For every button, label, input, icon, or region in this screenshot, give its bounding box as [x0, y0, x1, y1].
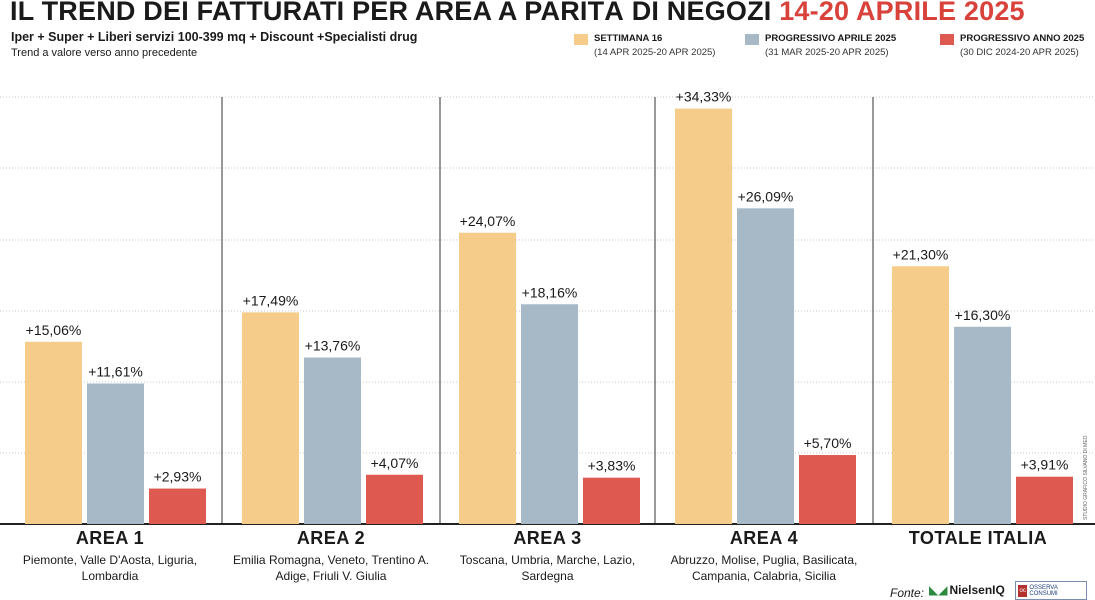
- bar-aprile: [521, 304, 578, 524]
- bar-value-label: +3,83%: [588, 458, 636, 474]
- bar-settimana: [25, 341, 82, 524]
- nielsen-mark-icon: ◣◢: [929, 583, 948, 597]
- legend-range: (30 DIC 2024-20 APR 2025): [960, 47, 1079, 58]
- bar-settimana: [459, 232, 516, 525]
- legend-label: PROGRESSIVO APRILE 2025: [765, 33, 897, 44]
- bar-value-label: +13,76%: [305, 338, 361, 354]
- nielsen-logo: ◣◢ NielsenIQ: [929, 583, 1005, 597]
- region-sub-area1: Piemonte, Valle D'Aosta, Liguria, Lombar…: [22, 553, 198, 583]
- legend-label: SETTIMANA 16: [594, 33, 663, 44]
- source-label: Fonte:: [890, 586, 925, 600]
- graphic-credit: STUDIO GRAFICO SILVANO DI MEO: [1083, 435, 1089, 520]
- chart-title: IL TREND DEI FATTURATI PER AREA A PARITÀ…: [10, 0, 1025, 26]
- region-label-area4: AREA 4: [729, 528, 799, 548]
- legend-swatch-anno: [940, 34, 954, 45]
- chart-title-accent: 14-20 APRILE 2025: [779, 0, 1025, 26]
- bar-value-label: +3,91%: [1021, 457, 1069, 473]
- bar-value-label: +24,07%: [460, 213, 516, 229]
- bar-value-label: +16,30%: [955, 307, 1011, 323]
- bar-value-label: +21,30%: [893, 246, 949, 262]
- bar-value-label: +4,07%: [371, 455, 419, 471]
- bar-aprile: [304, 357, 361, 524]
- bar-anno: [799, 455, 856, 524]
- region-label-area3: AREA 3: [513, 528, 582, 548]
- legend-label: PROGRESSIVO ANNO 2025: [960, 33, 1085, 44]
- bar-value-label: +26,09%: [738, 188, 794, 204]
- region-sub-area2: Emilia Romagna, Veneto, Trentino A. Adig…: [232, 553, 430, 583]
- legend-swatch-settimana: [574, 34, 588, 45]
- chart-subtitle: Iper + Super + Liberi servizi 100-399 mq…: [11, 30, 418, 44]
- bar-aprile: [954, 326, 1011, 524]
- bar-anno: [1016, 476, 1073, 524]
- bar-value-label: +11,61%: [88, 364, 143, 380]
- region-label-totale: TOTALE ITALIA: [908, 528, 1048, 548]
- osserva-name: OSSERVA CONSUMI: [1029, 584, 1058, 597]
- bar-aprile: [87, 383, 144, 524]
- bar-value-label: +15,06%: [26, 322, 82, 338]
- bar-value-label: +18,16%: [522, 284, 578, 300]
- legend-swatch-aprile: [745, 34, 759, 45]
- bar-value-label: +5,70%: [804, 435, 852, 451]
- region-label-area1: AREA 1: [75, 528, 145, 548]
- legend-range: (14 APR 2025-20 APR 2025): [594, 47, 716, 58]
- nielsen-name: NielsenIQ: [949, 583, 1005, 597]
- bar-anno: [149, 488, 206, 524]
- chart-note: Trend a valore verso anno precedente: [11, 47, 198, 59]
- bar-settimana: [675, 108, 732, 525]
- bar-value-label: +2,93%: [154, 469, 202, 485]
- bar-aprile: [737, 208, 794, 524]
- bar-value-label: +17,49%: [243, 292, 299, 308]
- legend-range: (31 MAR 2025-20 APR 2025): [765, 47, 889, 58]
- region-sub-area3: Toscana, Umbria, Marche, Lazio, Sardegna: [459, 553, 636, 583]
- region-label-area2: AREA 2: [296, 528, 366, 548]
- bar-value-label: +34,33%: [676, 89, 732, 105]
- chart-title-main: IL TREND DEI FATTURATI PER AREA A PARITÀ…: [10, 0, 772, 26]
- region-sub-area4: Abruzzo, Molise, Puglia, Basilicata, Cam…: [670, 553, 858, 583]
- osserva-mark-icon: oc: [1018, 584, 1028, 597]
- bar-settimana: [242, 312, 299, 524]
- osserva-logo: oc OSSERVA CONSUMI: [1015, 581, 1087, 600]
- bar-anno: [366, 474, 423, 524]
- bar-settimana: [892, 266, 949, 524]
- bar-anno: [583, 477, 640, 524]
